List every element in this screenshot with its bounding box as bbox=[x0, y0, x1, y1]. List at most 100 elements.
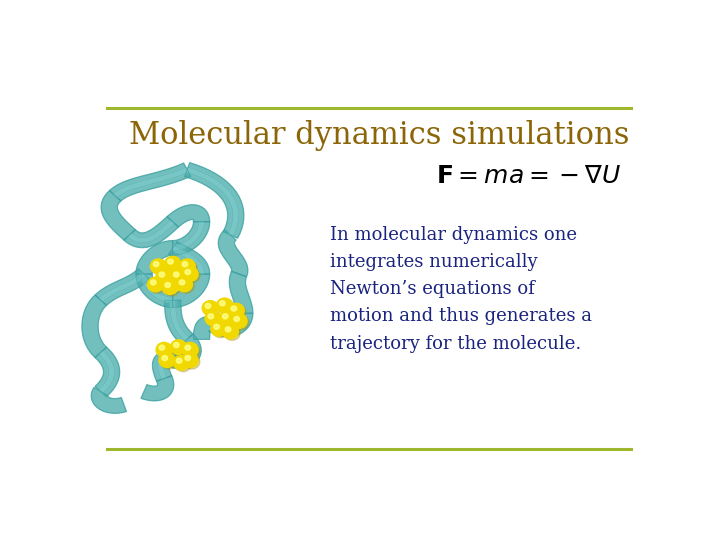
Circle shape bbox=[158, 344, 174, 359]
Polygon shape bbox=[173, 222, 210, 255]
Circle shape bbox=[162, 355, 168, 361]
Circle shape bbox=[220, 311, 235, 326]
Polygon shape bbox=[212, 313, 253, 336]
Circle shape bbox=[222, 324, 238, 339]
Polygon shape bbox=[99, 272, 146, 302]
Polygon shape bbox=[230, 271, 253, 313]
Circle shape bbox=[182, 353, 198, 368]
Circle shape bbox=[156, 269, 172, 284]
Polygon shape bbox=[168, 242, 210, 274]
Circle shape bbox=[153, 261, 159, 267]
Circle shape bbox=[182, 267, 198, 281]
Circle shape bbox=[171, 340, 186, 354]
Text: Molecular dynamics simulations: Molecular dynamics simulations bbox=[129, 120, 629, 151]
Circle shape bbox=[205, 303, 211, 308]
Polygon shape bbox=[170, 300, 189, 341]
Circle shape bbox=[171, 269, 186, 284]
Circle shape bbox=[162, 280, 178, 294]
Circle shape bbox=[178, 279, 194, 293]
Circle shape bbox=[207, 313, 223, 327]
Polygon shape bbox=[113, 167, 189, 198]
Polygon shape bbox=[102, 191, 135, 240]
Circle shape bbox=[166, 258, 183, 273]
Polygon shape bbox=[82, 295, 107, 357]
Circle shape bbox=[211, 321, 227, 336]
Circle shape bbox=[172, 341, 189, 356]
Circle shape bbox=[185, 345, 191, 350]
Circle shape bbox=[165, 282, 171, 288]
Circle shape bbox=[168, 259, 174, 264]
Circle shape bbox=[231, 314, 247, 328]
Circle shape bbox=[185, 269, 191, 274]
Circle shape bbox=[156, 342, 172, 357]
Circle shape bbox=[217, 298, 233, 313]
Circle shape bbox=[165, 256, 181, 271]
Circle shape bbox=[212, 323, 229, 338]
Circle shape bbox=[182, 261, 188, 267]
Circle shape bbox=[185, 355, 191, 361]
Circle shape bbox=[159, 272, 165, 277]
Text: In molecular dynamics one
integrates numerically
Newton’s equations of
motion an: In molecular dynamics one integrates num… bbox=[330, 226, 592, 353]
Circle shape bbox=[230, 305, 246, 320]
Polygon shape bbox=[218, 230, 248, 277]
Circle shape bbox=[158, 271, 174, 286]
Polygon shape bbox=[194, 316, 220, 339]
Circle shape bbox=[174, 272, 179, 277]
Circle shape bbox=[174, 342, 179, 348]
Circle shape bbox=[161, 354, 177, 369]
Polygon shape bbox=[141, 376, 174, 401]
Circle shape bbox=[208, 314, 214, 319]
Circle shape bbox=[159, 345, 165, 350]
Circle shape bbox=[228, 303, 244, 318]
Polygon shape bbox=[173, 274, 210, 307]
Polygon shape bbox=[109, 163, 191, 201]
Circle shape bbox=[204, 302, 220, 317]
Polygon shape bbox=[127, 220, 175, 243]
Polygon shape bbox=[136, 241, 173, 274]
Circle shape bbox=[152, 260, 168, 275]
Circle shape bbox=[220, 301, 225, 306]
Circle shape bbox=[182, 342, 198, 357]
Circle shape bbox=[149, 279, 166, 293]
Circle shape bbox=[172, 271, 189, 286]
Polygon shape bbox=[95, 269, 150, 305]
Polygon shape bbox=[173, 222, 204, 251]
Circle shape bbox=[176, 277, 192, 292]
Circle shape bbox=[221, 313, 238, 327]
Polygon shape bbox=[186, 167, 238, 236]
Polygon shape bbox=[170, 334, 201, 369]
Polygon shape bbox=[184, 163, 244, 238]
Circle shape bbox=[163, 281, 180, 296]
Circle shape bbox=[148, 277, 163, 292]
Polygon shape bbox=[171, 246, 204, 274]
Circle shape bbox=[202, 301, 218, 315]
Polygon shape bbox=[141, 274, 173, 303]
Circle shape bbox=[179, 259, 195, 274]
Circle shape bbox=[181, 260, 197, 275]
Circle shape bbox=[174, 355, 189, 370]
Circle shape bbox=[184, 354, 200, 369]
Polygon shape bbox=[215, 313, 248, 332]
Polygon shape bbox=[91, 387, 127, 413]
Circle shape bbox=[184, 344, 200, 359]
Polygon shape bbox=[153, 352, 176, 381]
Circle shape bbox=[184, 268, 200, 283]
Polygon shape bbox=[136, 274, 173, 307]
Circle shape bbox=[234, 316, 240, 321]
Text: $\mathbf{F} = m\mathit{a} = -\nabla U$: $\mathbf{F} = m\mathit{a} = -\nabla U$ bbox=[436, 165, 621, 189]
Polygon shape bbox=[99, 350, 114, 393]
Circle shape bbox=[205, 311, 221, 326]
Polygon shape bbox=[167, 205, 210, 227]
Circle shape bbox=[159, 353, 175, 368]
Circle shape bbox=[179, 280, 185, 285]
Circle shape bbox=[225, 327, 231, 332]
Polygon shape bbox=[158, 356, 174, 380]
Circle shape bbox=[150, 280, 156, 285]
Polygon shape bbox=[165, 300, 193, 345]
Polygon shape bbox=[124, 217, 179, 247]
Circle shape bbox=[233, 315, 249, 330]
Circle shape bbox=[176, 358, 182, 363]
Circle shape bbox=[150, 259, 166, 274]
Circle shape bbox=[224, 326, 240, 340]
Circle shape bbox=[231, 306, 237, 311]
